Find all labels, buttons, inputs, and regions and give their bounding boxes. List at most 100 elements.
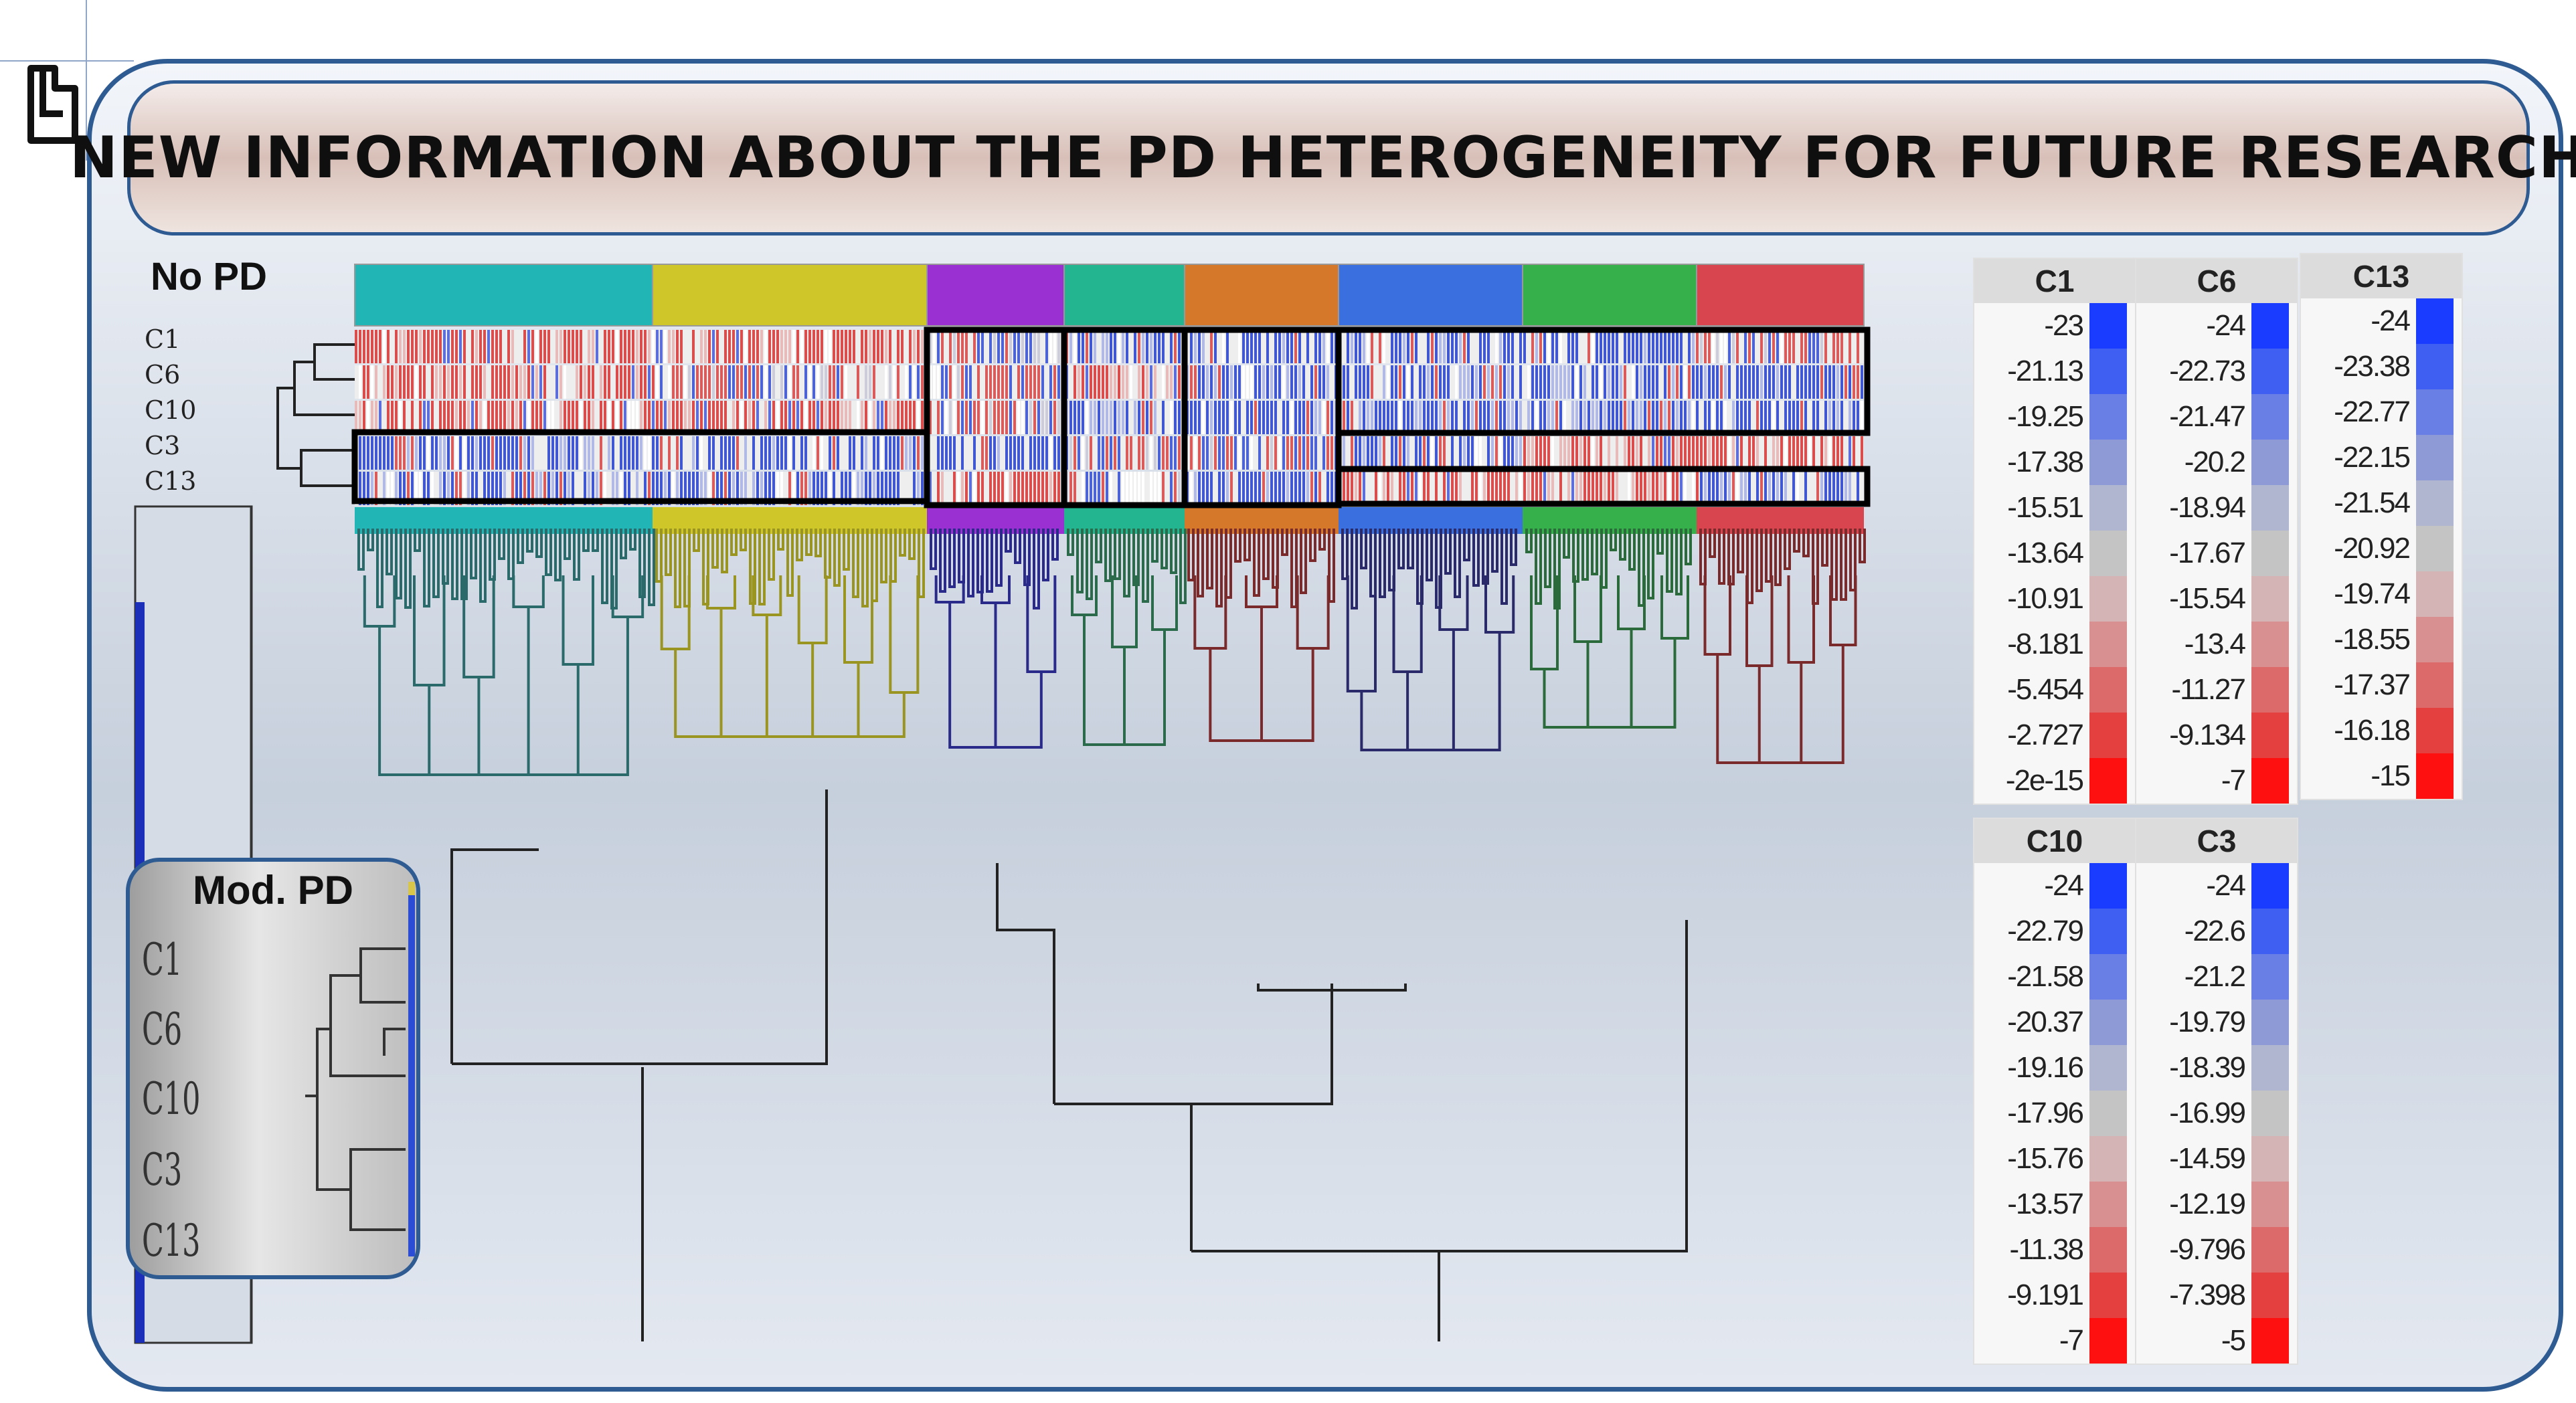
heatmap-cell: [1258, 436, 1261, 470]
heatmap-cell: [873, 436, 875, 470]
cluster-dendrogram: [1699, 529, 1866, 764]
cluster-segment: [1063, 264, 1185, 326]
heatmap-cell: [873, 330, 875, 363]
legend-title: C3: [2136, 819, 2297, 863]
heatmap-cell: [1086, 401, 1088, 434]
heatmap-cell: [660, 472, 663, 505]
heatmap-cell: [1282, 401, 1285, 434]
heatmap-cell: [1820, 365, 1823, 399]
heatmap-cell: [1017, 401, 1020, 434]
heatmap-cell: [1628, 401, 1630, 434]
heatmap-cell: [1399, 365, 1401, 399]
heatmap-cell: [395, 436, 398, 470]
heatmap-cell: [1343, 436, 1345, 470]
heatmap-cell: [636, 401, 638, 434]
heatmap-cell: [1724, 330, 1727, 363]
legend-swatch: [2089, 622, 2127, 667]
heatmap-cell: [1551, 401, 1554, 434]
heatmap-cell: [937, 401, 940, 434]
heatmap-cell: [1262, 365, 1265, 399]
heatmap-cell: [580, 365, 582, 399]
heatmap-cell: [1547, 401, 1550, 434]
heatmap-cell: [1170, 365, 1173, 399]
heatmap-cell: [483, 472, 486, 505]
heatmap-cell: [732, 365, 735, 399]
heatmap-cell: [467, 436, 470, 470]
heatmap-cell: [957, 330, 960, 363]
heatmap-cell: [720, 365, 723, 399]
mid-branch: [1438, 575, 1469, 631]
legend-row: -7: [1974, 1318, 2135, 1364]
leaf-branch: [948, 529, 956, 588]
heatmap-cell: [1736, 436, 1739, 470]
heatmap-cell: [527, 365, 530, 399]
leaf-branch: [1482, 529, 1489, 585]
heatmap-cell: [993, 330, 996, 363]
heatmap-cell: [624, 401, 626, 434]
heatmap-cell: [1210, 401, 1213, 434]
legend-swatch: [2251, 863, 2289, 909]
heatmap-cell: [439, 472, 442, 505]
heatmap-cell: [511, 330, 514, 363]
heatmap-cell: [395, 330, 398, 363]
heatmap-cell: [1664, 436, 1666, 470]
heatmap-cell: [1086, 330, 1088, 363]
heatmap-cell: [604, 365, 606, 399]
heatmap-cell: [1238, 472, 1241, 505]
heatmap-cell: [1728, 365, 1731, 399]
heatmap-cell: [1828, 436, 1831, 470]
heatmap-cell: [628, 472, 630, 505]
leaf-branch: [1535, 529, 1542, 605]
leaf-branch: [414, 529, 421, 552]
heatmap-cell: [1515, 436, 1518, 470]
legend-value: -5: [2221, 1324, 2246, 1357]
heatmap-cell: [1644, 330, 1646, 363]
heatmap-cell: [744, 330, 747, 363]
heatmap-cell: [435, 365, 438, 399]
heatmap-cell: [1579, 436, 1582, 470]
heatmap-cell: [1379, 472, 1381, 505]
heatmap-cell: [1696, 365, 1699, 399]
heatmap-cell: [1491, 436, 1494, 470]
heatmap-cell: [889, 330, 891, 363]
legend-value: -17.96: [2007, 1097, 2084, 1129]
heatmap-cell: [624, 436, 626, 470]
heatmap-cell: [917, 436, 920, 470]
heatmap-cell: [632, 365, 634, 399]
heatmap-cell: [1824, 365, 1827, 399]
heatmap-cell: [696, 365, 699, 399]
leaf-branch: [1765, 529, 1772, 583]
heatmap-cell: [1624, 365, 1626, 399]
heatmap-cell: [1656, 401, 1658, 434]
heatmap-cell: [949, 365, 952, 399]
heatmap-cell: [572, 330, 574, 363]
heatmap-cell: [1447, 365, 1450, 399]
heatmap-cell: [620, 436, 622, 470]
heatmap-cell: [391, 436, 394, 470]
heatmap-cell: [451, 472, 454, 505]
heatmap-cell: [1849, 365, 1851, 399]
heatmap-cell: [628, 330, 630, 363]
heatmap-cell: [1322, 401, 1325, 434]
heatmap-cell: [507, 401, 510, 434]
heatmap-cell: [1439, 365, 1442, 399]
heatmap-cell: [1174, 472, 1177, 505]
heatmap-cell: [865, 401, 867, 434]
legend-title: C1: [1974, 259, 2135, 303]
legend-row: -20.37: [1974, 1000, 2135, 1045]
leaf-branch: [1718, 529, 1725, 585]
heatmap-cell: [403, 365, 406, 399]
heatmap-cell: [1732, 436, 1735, 470]
heatmap-cell: [1551, 365, 1554, 399]
heatmap-cell: [648, 365, 651, 399]
heatmap-cell: [1503, 365, 1506, 399]
heatmap-cell: [1600, 401, 1602, 434]
heatmap-cell: [841, 365, 843, 399]
heatmap-cell: [1620, 365, 1622, 399]
heatmap-cell: [1716, 365, 1719, 399]
heatmap-cell: [1724, 401, 1727, 434]
heatmap-cell: [1154, 472, 1156, 505]
legend-value: -21.58: [2007, 960, 2084, 993]
heatmap-cell: [837, 436, 839, 470]
heatmap-cell: [363, 401, 365, 434]
